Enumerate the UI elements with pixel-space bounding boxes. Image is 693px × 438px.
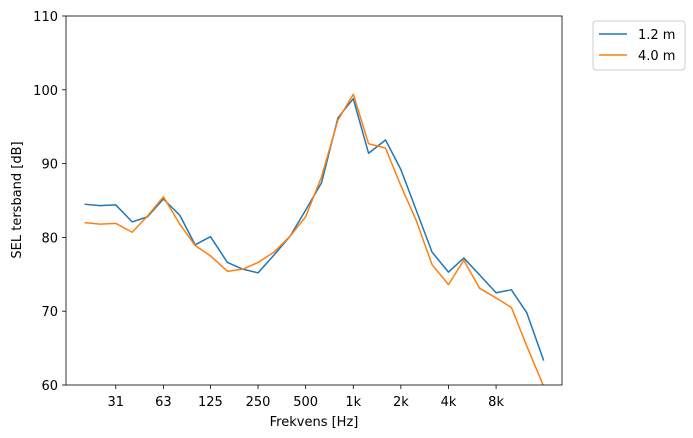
y-axis-ticks: 60 70 80 90 100 110 bbox=[33, 10, 66, 394]
legend-label-1: 1.2 m bbox=[638, 28, 675, 43]
series-line-2 bbox=[84, 93, 544, 385]
y-tick-label: 90 bbox=[41, 158, 58, 173]
x-tick-label: 250 bbox=[246, 395, 271, 410]
y-axis-label: SEL tersband [dB] bbox=[10, 141, 25, 258]
y-tick-label: 100 bbox=[33, 84, 58, 99]
x-tick-label: 8k bbox=[488, 395, 504, 410]
y-tick-label: 60 bbox=[41, 379, 58, 394]
x-tick-label: 2k bbox=[393, 395, 409, 410]
y-tick-label: 70 bbox=[41, 305, 58, 320]
y-tick-label: 80 bbox=[41, 231, 58, 246]
x-axis-ticks: 31 63 125 250 500 1k 2k 4k 8k bbox=[108, 385, 504, 410]
x-axis-label: Frekvens [Hz] bbox=[270, 415, 359, 430]
plot-frame bbox=[65, 15, 563, 386]
x-tick-label: 500 bbox=[293, 395, 318, 410]
x-tick-label: 1k bbox=[345, 395, 361, 410]
x-tick-label: 4k bbox=[441, 395, 457, 410]
x-tick-label: 31 bbox=[108, 395, 125, 410]
x-tick-label: 63 bbox=[155, 395, 172, 410]
plot-lines bbox=[84, 93, 545, 385]
legend-label-2: 4.0 m bbox=[638, 49, 675, 64]
series-line-1 bbox=[84, 97, 545, 361]
legend: 1.2 m 4.0 m bbox=[592, 20, 686, 71]
x-tick-label: 125 bbox=[198, 395, 223, 410]
y-tick-label: 110 bbox=[33, 10, 58, 25]
